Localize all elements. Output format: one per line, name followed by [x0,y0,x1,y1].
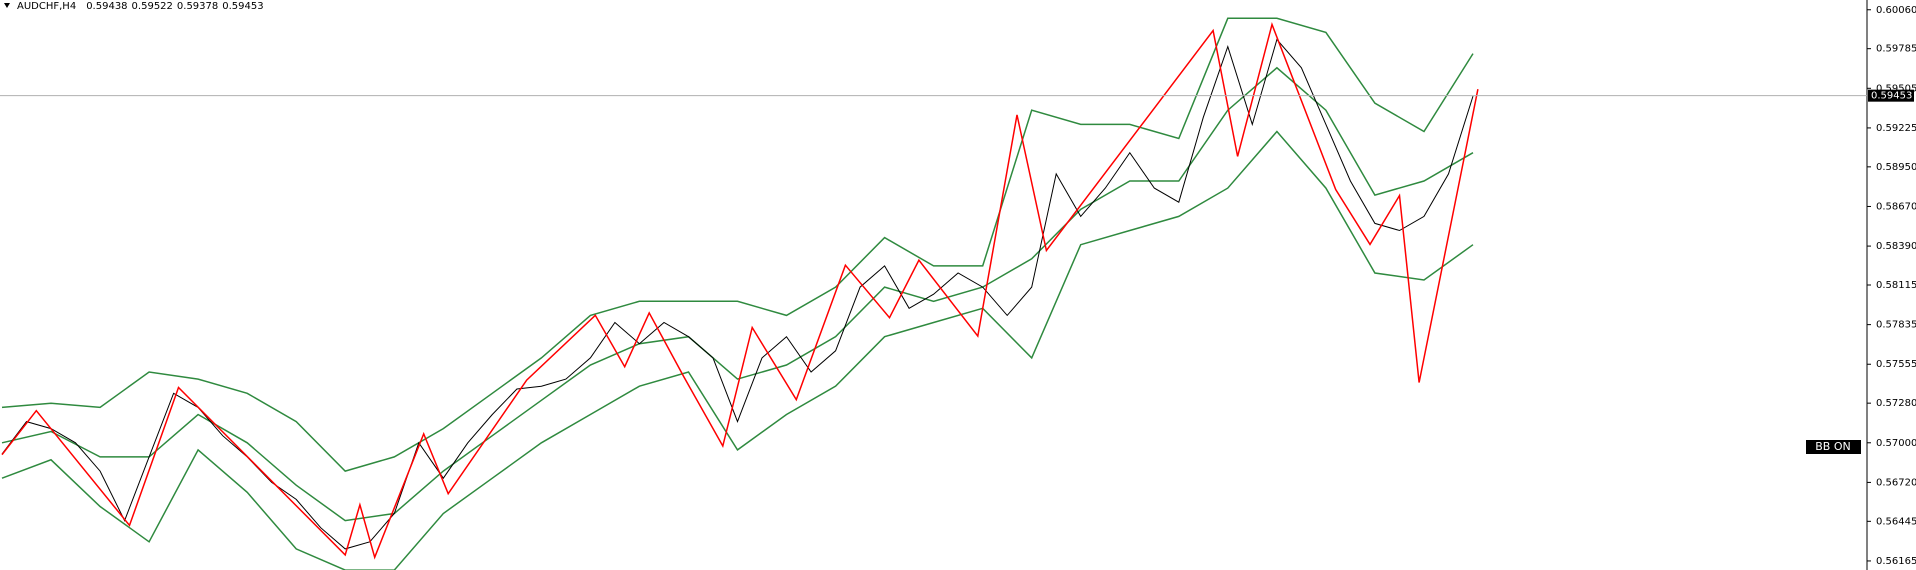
y-tick-label: 0.56165 [1876,556,1916,567]
y-tick-label: 0.59785 [1876,44,1916,55]
y-tick-label: 0.57000 [1876,438,1916,449]
menu-triangle[interactable] [4,3,10,8]
y-tick-label: 0.57835 [1876,320,1916,331]
y-tick-label: 0.56445 [1876,516,1916,527]
current-price-label: 0.59453 [1871,91,1912,102]
y-tick-label: 0.58115 [1876,280,1916,291]
header-close: 0.59453 [222,1,263,12]
y-tick-label: 0.57555 [1876,359,1916,370]
bollinger-middle [1,66,1474,522]
current-price-box [1868,89,1914,102]
indicator-box [1806,440,1861,454]
chart-header: AUDCHF,H4 0.59438 0.59522 0.59378 0.59453 [17,1,264,12]
indicator-label: BB ON [1815,440,1850,453]
y-tick-label: 0.60060 [1876,5,1916,16]
y-tick-label: 0.56720 [1876,477,1916,488]
bollinger-upper [1,17,1474,472]
y-tick-label: 0.59225 [1876,123,1916,134]
symbol-title: AUDCHF,H4 [17,1,76,12]
y-tick-label: 0.58390 [1876,241,1916,252]
header-low: 0.59378 [177,1,218,12]
y-tick-label: 0.58670 [1876,201,1916,212]
header-high: 0.59522 [132,1,173,12]
y-tick-label: 0.57280 [1876,398,1916,409]
y-tick-label: 0.59505 [1876,83,1916,94]
zigzag-line [1,22,1479,560]
bollinger-lower [1,130,1474,570]
y-tick-label: 0.58950 [1876,162,1916,173]
price-line [1,38,1474,550]
header-open: 0.59438 [86,1,127,12]
